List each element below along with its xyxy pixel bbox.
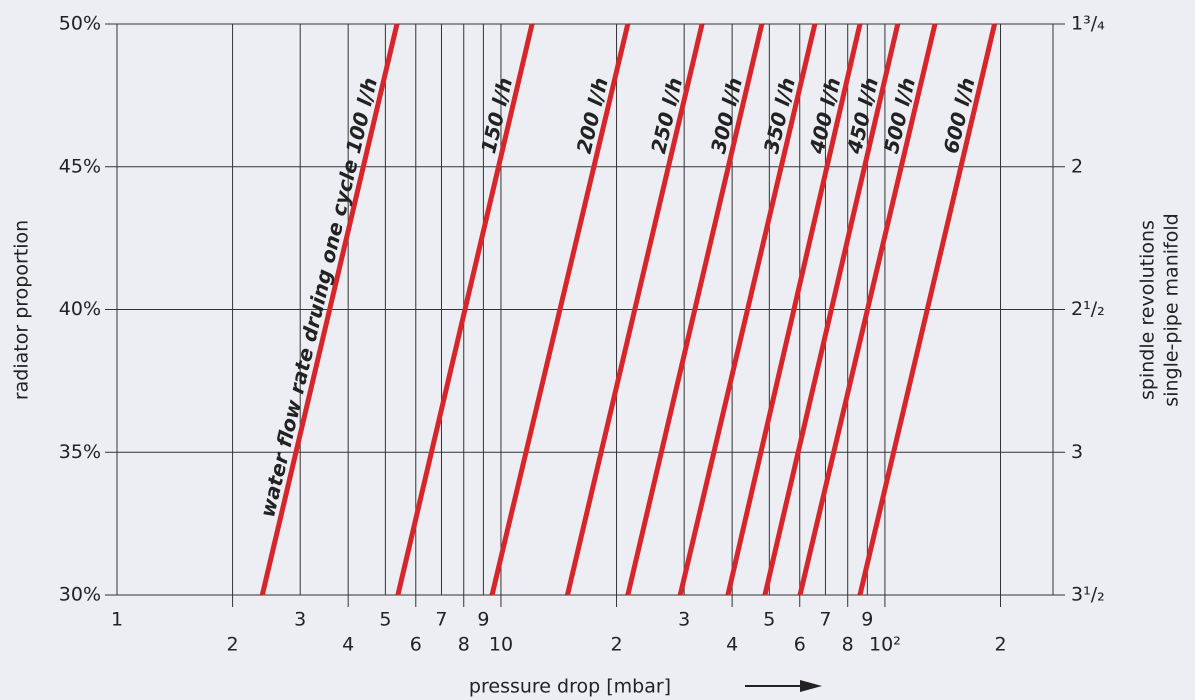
flow-line bbox=[489, 23, 631, 596]
x-tick-label: 10 bbox=[489, 634, 513, 656]
flow-line bbox=[762, 23, 901, 596]
x-tick-label: 5 bbox=[763, 609, 775, 631]
x-tick-label: 3 bbox=[294, 609, 306, 631]
x-tick-label: 8 bbox=[458, 634, 470, 656]
x-tick-label: 4 bbox=[342, 634, 354, 656]
x-tick-label: 10² bbox=[869, 634, 901, 656]
x-tick-label: 6 bbox=[794, 634, 806, 656]
y-tick-label: 45% bbox=[59, 155, 101, 177]
flow-line bbox=[857, 23, 997, 596]
y2-tick-label: 2¹/₂ bbox=[1071, 298, 1105, 320]
y-tick-label: 30% bbox=[59, 584, 101, 606]
y-tick-label: 35% bbox=[59, 441, 101, 463]
x-tick-label: 7 bbox=[819, 609, 831, 631]
flow-line bbox=[725, 23, 863, 596]
flow-line bbox=[625, 23, 765, 596]
flow-line bbox=[259, 23, 400, 596]
flow-line bbox=[797, 23, 938, 596]
x-tick-label: 9 bbox=[861, 609, 873, 631]
y2-axis-label: single-pipe manifold bbox=[1161, 213, 1183, 406]
x-axis-label: pressure drop [mbar] bbox=[469, 676, 671, 698]
y-axis-label: radiator proportion bbox=[11, 220, 33, 400]
x-tick-label: 5 bbox=[379, 609, 391, 631]
flow-label: water flow rate druing one cycle 100 l/h bbox=[255, 75, 382, 519]
y2-tick-label: 1³/₄ bbox=[1071, 13, 1105, 35]
x-tick-label: 2 bbox=[994, 634, 1006, 656]
x-tick-label: 2 bbox=[227, 634, 239, 656]
y2-axis-label: spindle revolutions bbox=[1137, 220, 1159, 400]
y2-tick-label: 2 bbox=[1071, 155, 1083, 177]
y-tick-label: 50% bbox=[59, 13, 101, 35]
x-tick-label: 4 bbox=[726, 634, 738, 656]
x-tick-label: 3 bbox=[678, 609, 690, 631]
x-tick-label: 9 bbox=[477, 609, 489, 631]
y2-tick-label: 3 bbox=[1071, 441, 1083, 463]
x-tick-label: 7 bbox=[435, 609, 447, 631]
y2-tick-label: 3¹/₂ bbox=[1071, 584, 1105, 606]
flow-line bbox=[565, 23, 705, 596]
x-tick-label: 6 bbox=[410, 634, 422, 656]
flow-line bbox=[677, 23, 818, 596]
x-tick-label: 1 bbox=[111, 609, 123, 631]
flow-line bbox=[395, 23, 535, 596]
arrow-head bbox=[800, 680, 822, 692]
y-tick-label: 40% bbox=[59, 298, 101, 320]
x-tick-label: 2 bbox=[610, 634, 622, 656]
x-tick-label: 8 bbox=[842, 634, 854, 656]
